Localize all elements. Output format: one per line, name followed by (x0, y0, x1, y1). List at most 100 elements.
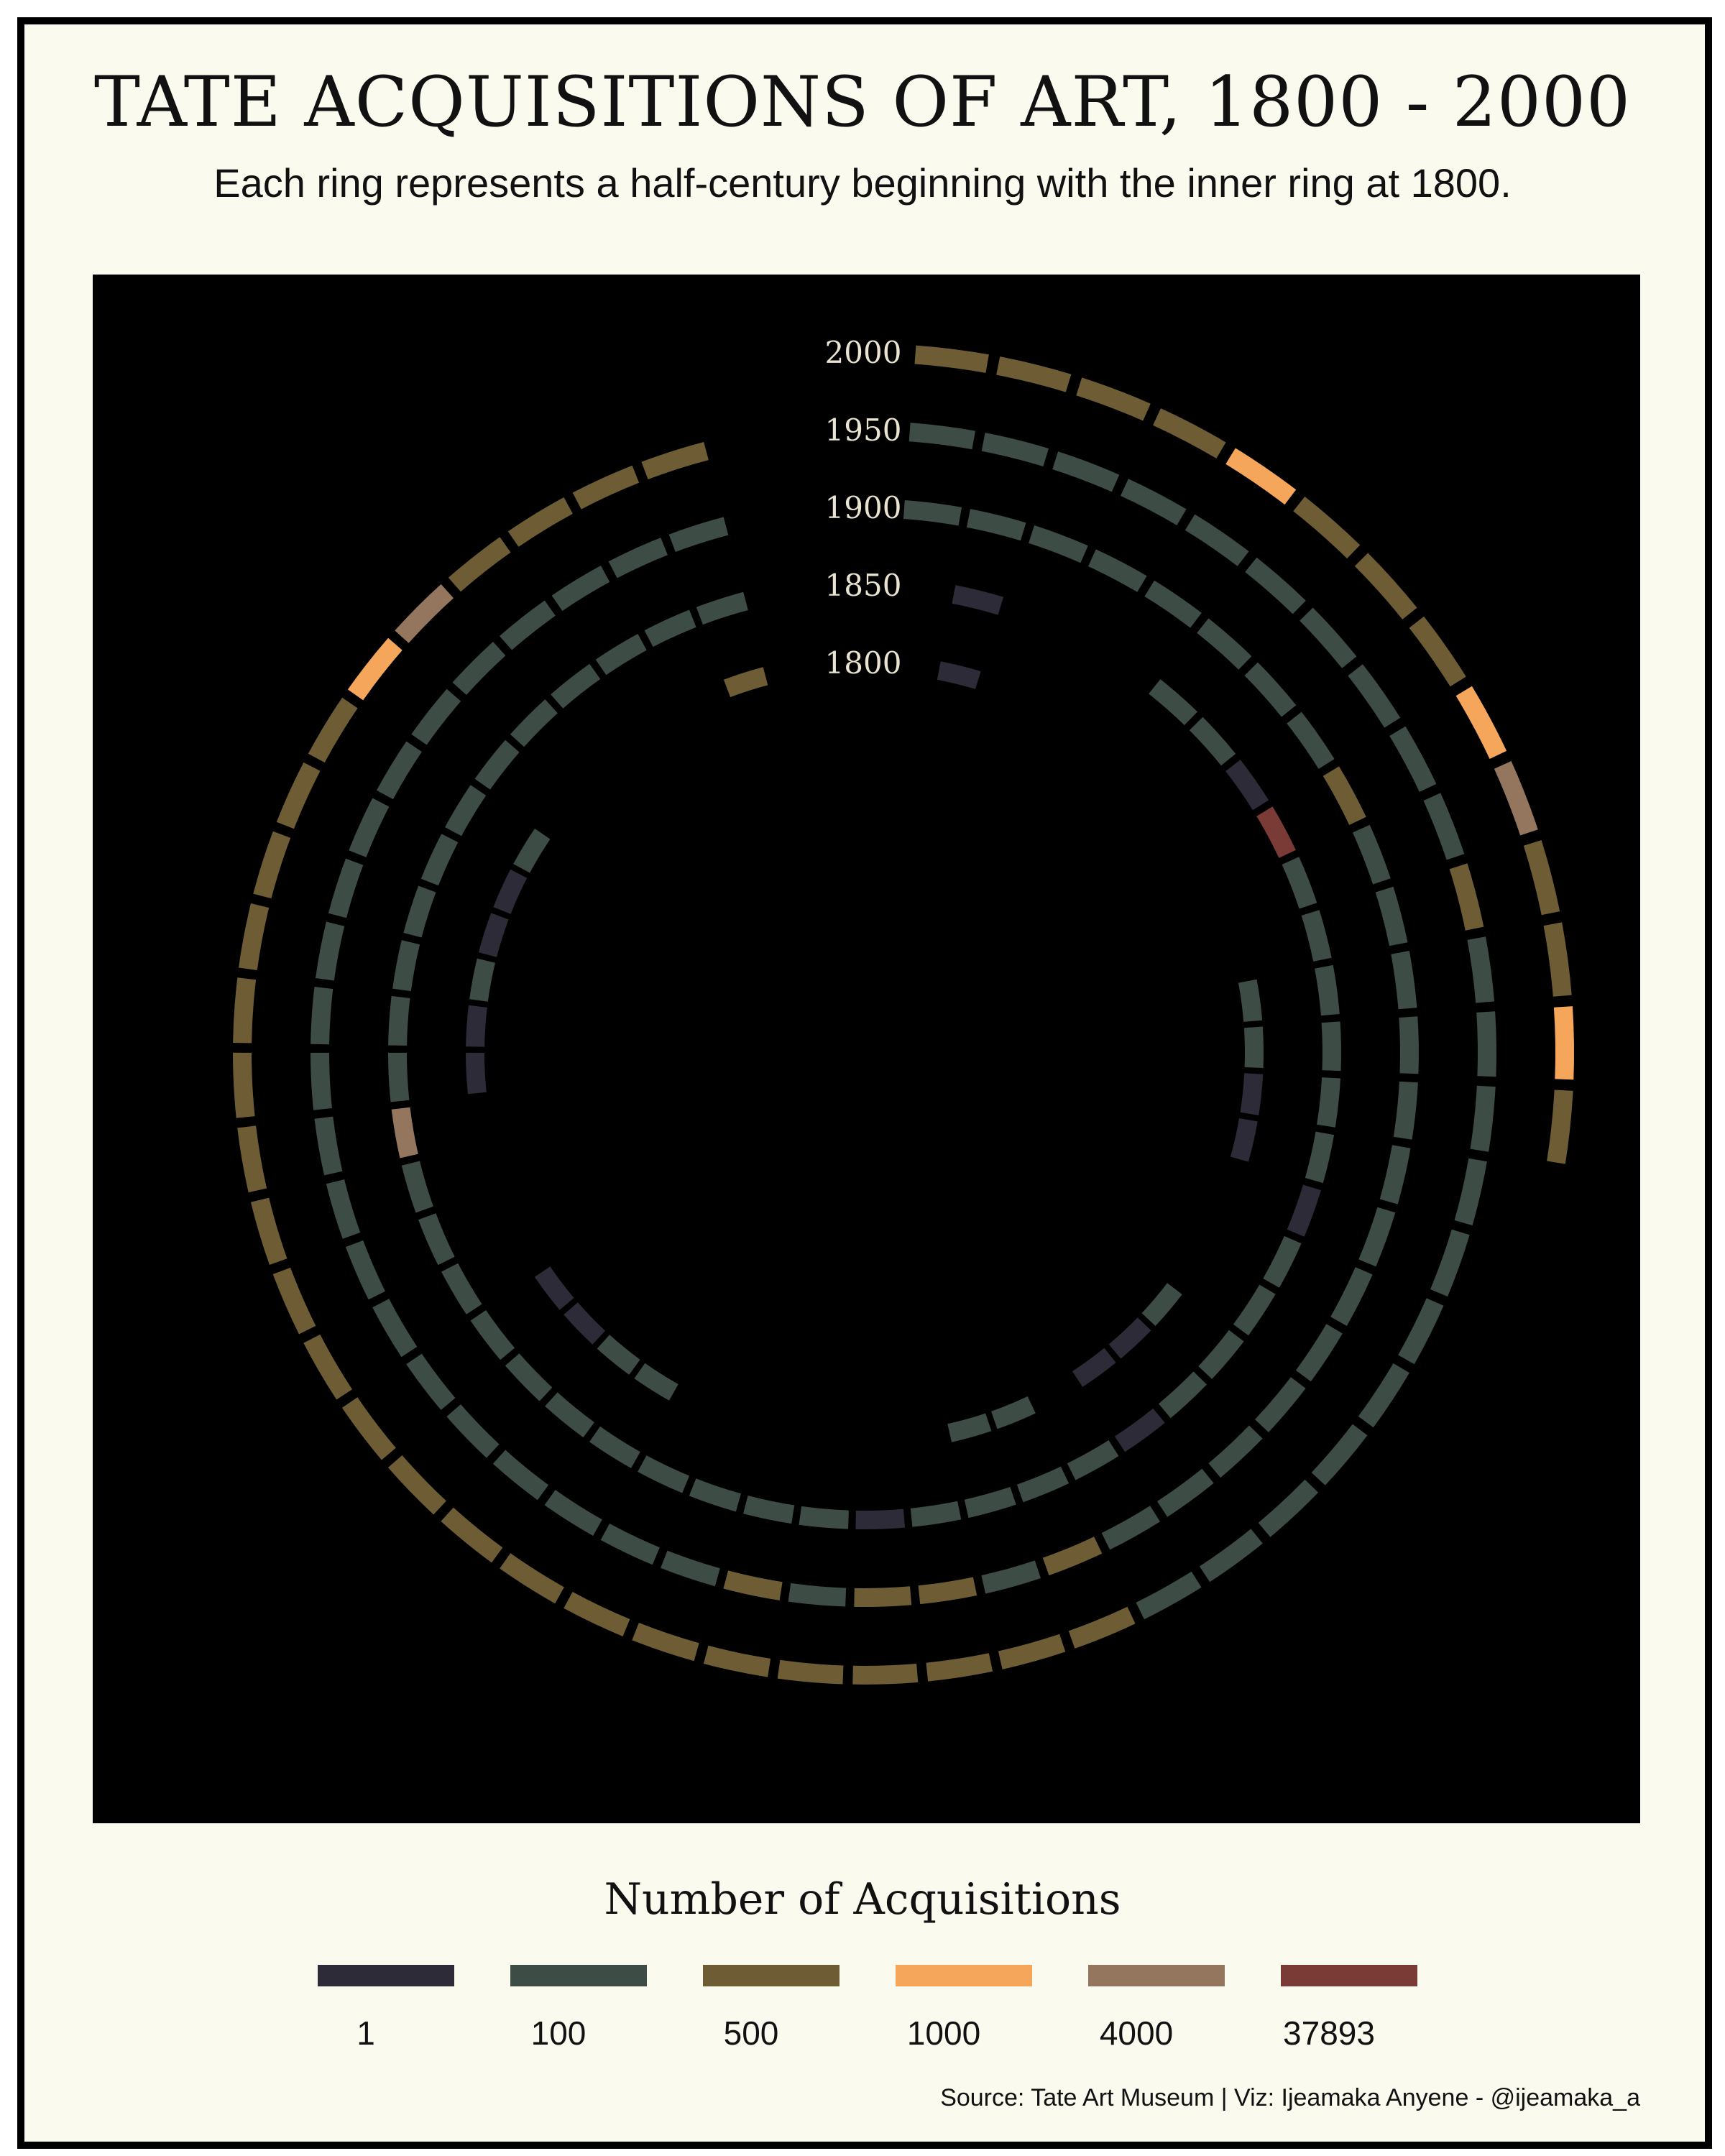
ring-segment-1980 (500, 1553, 564, 1604)
legend-item-1: 1 (270, 1959, 462, 2067)
ring-segment-1921 (1101, 1506, 1160, 1550)
ring-segment-1929 (600, 1524, 660, 1565)
legend-label: 500 (723, 2014, 779, 2052)
ring-segment-1943 (377, 741, 422, 800)
ring-segment-1974 (926, 1653, 993, 1682)
ring-segment-1849 (723, 667, 768, 698)
ring-segment-2003 (1153, 408, 1226, 459)
legend-label: 1000 (906, 2014, 981, 2052)
ring-segment-2004 (1225, 448, 1297, 505)
ring-segment-1904 (1144, 580, 1202, 628)
ring-segment-1932 (446, 1404, 500, 1458)
radial-chart: 1800 1850 1900 1950 2000 (232, 335, 1575, 1685)
ring-segment-1840 (469, 958, 495, 1002)
ring-segment-2012 (1553, 1006, 1575, 1080)
ring-segment-1823 (947, 1413, 992, 1442)
ring-segment-1813 (1240, 1073, 1264, 1115)
ring-segment-1841 (478, 913, 509, 957)
ring-segment-2001 (996, 356, 1072, 392)
ring-segment-1933 (406, 1353, 456, 1410)
ring-segment-1953 (1121, 479, 1187, 525)
ring-segment-1812 (1243, 1026, 1264, 1068)
legend-swatch (510, 1965, 647, 1986)
ring-segment-1877 (743, 1496, 795, 1524)
ring-segment-1928 (661, 1550, 720, 1587)
ring-segment-1927 (723, 1570, 783, 1600)
source-credit: Source: Tate Art Museum | Viz: Ijeamaka … (940, 2084, 1640, 2111)
legend-swatch (1281, 1965, 1417, 1986)
ring-segment-1917 (1295, 1324, 1343, 1382)
ring-segment-1861 (1315, 964, 1340, 1016)
chart-title: TATE ACQUISITIONS OF ART, 1800 - 2000 (93, 62, 1632, 142)
legend: 1 100 500 1000 4000 37893 (0, 1959, 1725, 2067)
ring-segment-1906 (1244, 662, 1297, 717)
chart-subtitle: Each ring represents a half-century begi… (213, 160, 1512, 206)
ring-segment-1913 (1393, 1081, 1418, 1140)
ring-segment-1987 (237, 1125, 267, 1193)
ring-segment-1907 (1287, 711, 1335, 769)
ring-segment-1946 (500, 600, 556, 650)
ring-segment-1851 (952, 585, 1004, 615)
ring-segment-1968 (1311, 1424, 1368, 1485)
ring-segment-1988 (232, 1052, 255, 1118)
ring-segment-1899 (696, 591, 748, 625)
legend-label: 37893 (1283, 2014, 1375, 2052)
ring-segment-1864 (1305, 1131, 1335, 1184)
ring-segment-2002 (1076, 377, 1151, 421)
ring-segment-1870 (1115, 1408, 1165, 1452)
ring-segment-1901 (967, 509, 1026, 541)
ring-segment-1952 (1052, 451, 1120, 492)
ring-segment-1990 (239, 903, 270, 970)
ring-segment-1967 (1358, 1363, 1409, 1428)
ring-segment-1979 (564, 1592, 630, 1636)
legend-item-4000: 4000 (1040, 1959, 1233, 2067)
legend-swatch (703, 1965, 840, 1986)
ring-segment-1991 (253, 831, 291, 899)
ring-segment-1842 (493, 869, 528, 914)
legend-item-1000: 1000 (847, 1959, 1040, 2067)
ring-segment-1889 (388, 995, 410, 1046)
ring-segment-1912 (1399, 1016, 1419, 1074)
ring-segment-1893 (445, 785, 487, 837)
ring-segment-1997 (507, 497, 573, 547)
ring-segment-1993 (308, 697, 358, 763)
ring-segment-1949 (668, 517, 729, 552)
ring-segment-1865 (1287, 1184, 1321, 1237)
ring-segment-1833 (534, 1266, 574, 1310)
ring-segment-1947 (551, 566, 610, 612)
ring-segment-1941 (328, 858, 364, 918)
ring-segment-1871 (1067, 1440, 1119, 1480)
ring-label-1900: 1900 (825, 490, 902, 525)
ring-segment-1930 (544, 1490, 602, 1536)
ring-segment-1822 (991, 1396, 1036, 1429)
ring-segment-1858 (1256, 806, 1296, 858)
ring-segment-1855 (1149, 679, 1197, 725)
ring-segment-1895 (510, 699, 558, 747)
ring-segment-1887 (391, 1107, 418, 1158)
ring-segment-1875 (855, 1508, 906, 1530)
ring-segment-1885 (418, 1213, 455, 1266)
ring-segment-1978 (632, 1623, 699, 1662)
ring-segment-1920 (1157, 1468, 1214, 1517)
ring-segment-1998 (572, 465, 640, 510)
ring-segment-2005 (1293, 497, 1361, 559)
ring-segment-1950 (908, 423, 975, 450)
ring-segment-2007 (1409, 616, 1466, 687)
ring-segment-1888 (387, 1052, 410, 1102)
ring-segment-1996 (448, 537, 511, 592)
ring-segment-1966 (1398, 1298, 1444, 1365)
ring-segment-1819 (1108, 1317, 1151, 1359)
ring-segment-1986 (250, 1197, 288, 1265)
ring-segment-1956 (1300, 607, 1357, 668)
ring-segment-1955 (1245, 557, 1306, 614)
legend-title: Number of Acquisitions (604, 1874, 1121, 1925)
ring-segment-1903 (1088, 549, 1147, 592)
ring-segment-1994 (347, 637, 402, 701)
ring-segment-1942 (349, 798, 390, 857)
ring-segment-1801 (937, 661, 981, 689)
ring-segment-1984 (303, 1334, 352, 1400)
ring-segment-1879 (638, 1455, 690, 1493)
ring-segment-1963 (1470, 1085, 1496, 1152)
ring-segment-1936 (326, 1179, 361, 1239)
ring-segment-1954 (1184, 514, 1249, 566)
